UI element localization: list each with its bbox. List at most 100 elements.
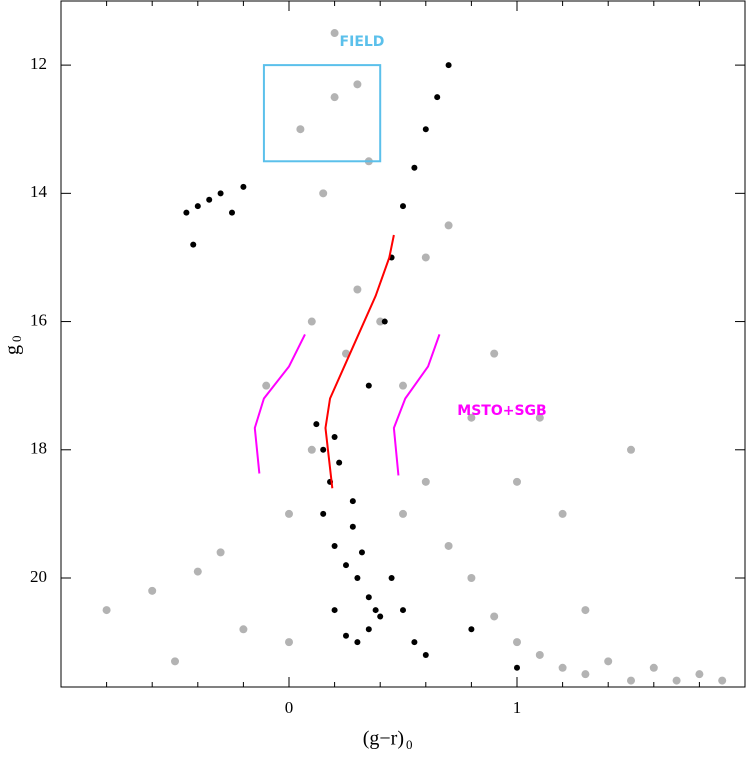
- data-point: [336, 459, 343, 466]
- field-box: [262, 64, 382, 163]
- data-point: [330, 29, 339, 38]
- plot-area: [102, 29, 727, 685]
- data-point: [171, 657, 179, 666]
- y-tick-label: 16: [30, 310, 47, 329]
- data-point: [262, 381, 271, 390]
- data-point: [349, 523, 356, 530]
- data-point: [513, 638, 521, 647]
- data-point: [319, 189, 328, 198]
- data-point: [342, 349, 350, 358]
- data-point: [581, 606, 590, 615]
- y-axis-label-subscript: 0: [9, 336, 24, 343]
- data-point: [349, 498, 356, 505]
- data-point: [376, 317, 385, 326]
- data-point: [422, 126, 429, 133]
- y-tick-label: 14: [30, 182, 48, 201]
- sequence-line: [324, 234, 395, 489]
- data-point: [285, 638, 293, 647]
- data-point: [183, 209, 190, 216]
- x-tick-label: 1: [513, 698, 522, 717]
- x-axis-label: (g−r): [363, 728, 404, 750]
- data-point: [513, 477, 521, 486]
- data-point: [365, 382, 372, 389]
- y-axis-label: g: [2, 345, 24, 355]
- data-point: [434, 94, 441, 101]
- data-point: [240, 183, 247, 190]
- data-point: [343, 632, 349, 639]
- data-point: [354, 575, 361, 582]
- data-point: [718, 676, 727, 685]
- data-point: [444, 541, 453, 550]
- data-point: [313, 421, 320, 428]
- data-point: [358, 549, 365, 556]
- data-point: [400, 203, 406, 210]
- sequence-line: [253, 333, 306, 474]
- data-point: [558, 663, 567, 672]
- x-axis-label-subscript: 0: [406, 737, 413, 752]
- data-point: [353, 80, 362, 89]
- data-point: [343, 562, 349, 569]
- data-point: [627, 445, 635, 454]
- data-point: [206, 196, 213, 203]
- data-point: [296, 125, 305, 134]
- data-point: [217, 190, 224, 197]
- data-point: [354, 639, 361, 646]
- data-point: [102, 606, 111, 615]
- sequence-line: [392, 334, 441, 476]
- data-point: [365, 626, 372, 633]
- data-point: [411, 639, 418, 646]
- annotation: MSTO+SGB: [457, 403, 546, 419]
- annotation: FIELD: [340, 34, 385, 50]
- data-point: [399, 509, 407, 518]
- data-point: [535, 413, 544, 422]
- data-point: [558, 509, 567, 518]
- data-point: [421, 477, 430, 486]
- data-point: [421, 253, 430, 262]
- data-point: [695, 670, 704, 679]
- data-point: [490, 349, 499, 358]
- data-point: [627, 676, 635, 685]
- data-point: [467, 413, 476, 422]
- data-point: [365, 594, 372, 601]
- data-point: [411, 164, 418, 171]
- data-point: [331, 607, 338, 614]
- data-point: [649, 663, 658, 672]
- data-point: [445, 62, 452, 69]
- y-tick-label: 20: [30, 567, 47, 586]
- data-point: [285, 509, 293, 518]
- data-point: [330, 93, 339, 102]
- data-point: [331, 542, 338, 549]
- data-point: [194, 203, 201, 210]
- data-point: [229, 209, 235, 216]
- y-tick-label: 18: [30, 439, 47, 458]
- data-point: [444, 221, 453, 230]
- data-point: [353, 285, 362, 294]
- data-point: [372, 607, 379, 614]
- data-point: [604, 657, 613, 666]
- data-point: [381, 318, 388, 325]
- x-tick-label: 0: [285, 698, 294, 717]
- y-tick-label: 12: [30, 54, 47, 73]
- axes-frame: [60, 0, 746, 688]
- data-point: [514, 664, 520, 671]
- data-point: [320, 510, 327, 517]
- data-point: [490, 612, 499, 621]
- data-point: [388, 575, 395, 582]
- data-point: [331, 433, 338, 440]
- data-point: [422, 651, 429, 658]
- data-point: [193, 567, 202, 576]
- data-point: [399, 381, 407, 390]
- data-point: [467, 574, 476, 583]
- data-point: [468, 626, 475, 633]
- data-point: [307, 317, 316, 326]
- data-point: [216, 548, 225, 557]
- data-point: [190, 241, 197, 248]
- data-point: [672, 676, 681, 685]
- data-point: [148, 586, 157, 595]
- data-point: [535, 650, 544, 659]
- data-point: [377, 613, 384, 620]
- data-point: [307, 445, 316, 454]
- data-point: [239, 625, 248, 634]
- data-point: [581, 670, 590, 679]
